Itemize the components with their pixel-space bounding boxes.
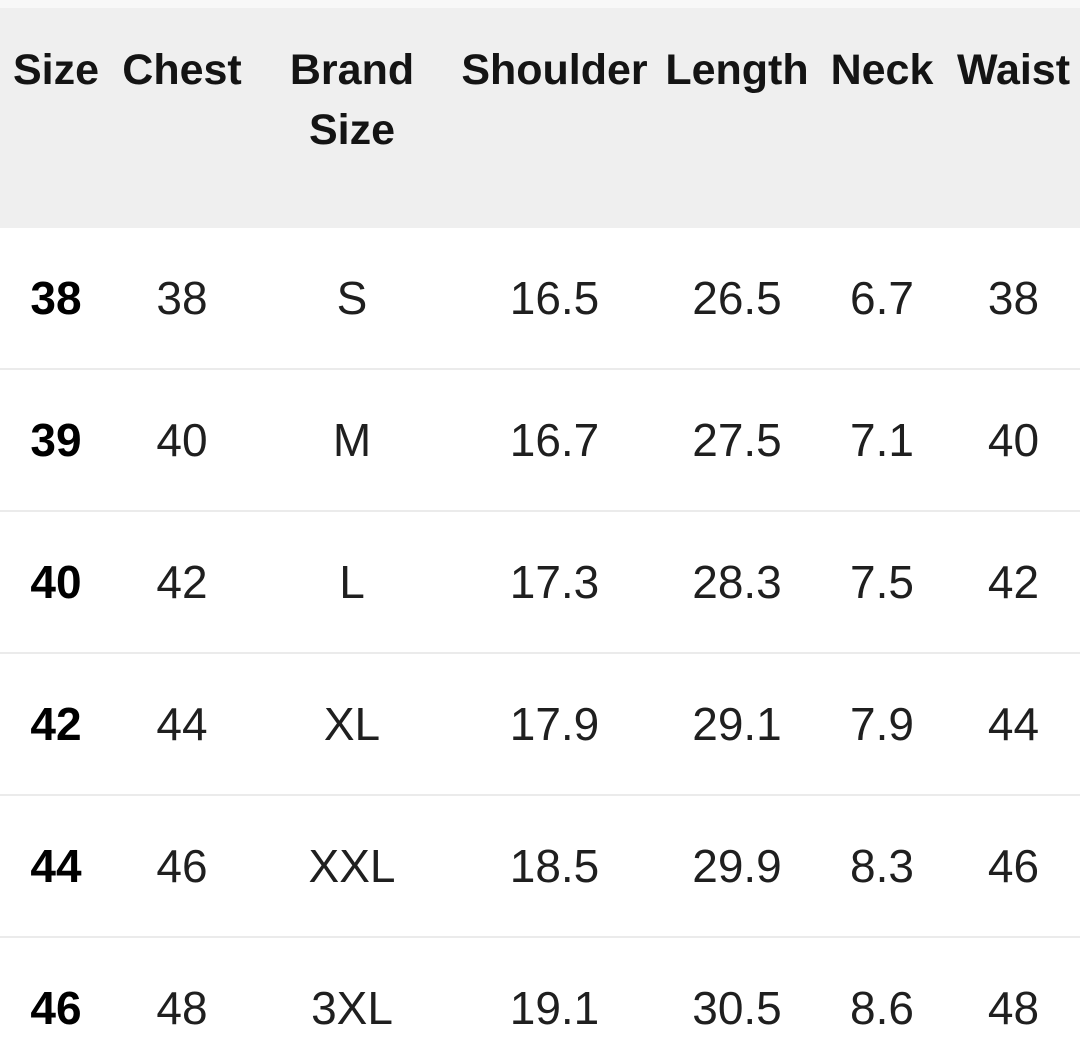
size-chart-header: Size Chest Brand Size Shoulder Length Ne… [0, 8, 1080, 228]
cell-neck: 7.5 [817, 511, 947, 654]
cell-waist: 48 [947, 937, 1080, 1051]
cell-size: 40 [0, 511, 112, 654]
top-strip [0, 0, 1080, 8]
column-header-neck: Neck [817, 8, 947, 228]
table-row: 40 42 L 17.3 28.3 7.5 42 [0, 511, 1080, 654]
cell-length: 29.9 [657, 795, 817, 938]
cell-chest: 44 [112, 653, 252, 796]
cell-waist: 38 [947, 228, 1080, 370]
cell-shoulder: 16.7 [452, 369, 657, 512]
table-row: 38 38 S 16.5 26.5 6.7 38 [0, 228, 1080, 370]
size-chart-table: Size Chest Brand Size Shoulder Length Ne… [0, 8, 1080, 1051]
cell-waist: 42 [947, 511, 1080, 654]
size-chart-body: 38 38 S 16.5 26.5 6.7 38 39 40 M 16.7 27… [0, 228, 1080, 1051]
cell-shoulder: 17.9 [452, 653, 657, 796]
column-header-brand-size: Brand Size [252, 8, 452, 228]
cell-length: 28.3 [657, 511, 817, 654]
cell-brand-size: M [252, 369, 452, 512]
cell-length: 29.1 [657, 653, 817, 796]
table-row: 42 44 XL 17.9 29.1 7.9 44 [0, 653, 1080, 796]
cell-size: 38 [0, 228, 112, 370]
cell-waist: 40 [947, 369, 1080, 512]
cell-chest: 46 [112, 795, 252, 938]
cell-shoulder: 16.5 [452, 228, 657, 370]
header-row: Size Chest Brand Size Shoulder Length Ne… [0, 8, 1080, 228]
column-header-length: Length [657, 8, 817, 228]
cell-shoulder: 19.1 [452, 937, 657, 1051]
column-header-shoulder: Shoulder [452, 8, 657, 228]
column-header-chest: Chest [112, 8, 252, 228]
table-row: 46 48 3XL 19.1 30.5 8.6 48 [0, 937, 1080, 1051]
cell-brand-size: 3XL [252, 937, 452, 1051]
cell-chest: 42 [112, 511, 252, 654]
cell-brand-size: XL [252, 653, 452, 796]
cell-neck: 8.3 [817, 795, 947, 938]
cell-chest: 40 [112, 369, 252, 512]
cell-waist: 44 [947, 653, 1080, 796]
cell-neck: 6.7 [817, 228, 947, 370]
cell-length: 30.5 [657, 937, 817, 1051]
cell-brand-size: L [252, 511, 452, 654]
column-header-waist: Waist [947, 8, 1080, 228]
cell-shoulder: 18.5 [452, 795, 657, 938]
cell-length: 26.5 [657, 228, 817, 370]
cell-neck: 8.6 [817, 937, 947, 1051]
table-row: 39 40 M 16.7 27.5 7.1 40 [0, 369, 1080, 512]
cell-chest: 48 [112, 937, 252, 1051]
table-row: 44 46 XXL 18.5 29.9 8.3 46 [0, 795, 1080, 938]
cell-size: 42 [0, 653, 112, 796]
cell-size: 44 [0, 795, 112, 938]
column-header-size: Size [0, 8, 112, 228]
cell-brand-size: XXL [252, 795, 452, 938]
cell-neck: 7.1 [817, 369, 947, 512]
cell-size: 39 [0, 369, 112, 512]
cell-shoulder: 17.3 [452, 511, 657, 654]
cell-size: 46 [0, 937, 112, 1051]
cell-brand-size: S [252, 228, 452, 370]
cell-neck: 7.9 [817, 653, 947, 796]
cell-length: 27.5 [657, 369, 817, 512]
cell-waist: 46 [947, 795, 1080, 938]
cell-chest: 38 [112, 228, 252, 370]
